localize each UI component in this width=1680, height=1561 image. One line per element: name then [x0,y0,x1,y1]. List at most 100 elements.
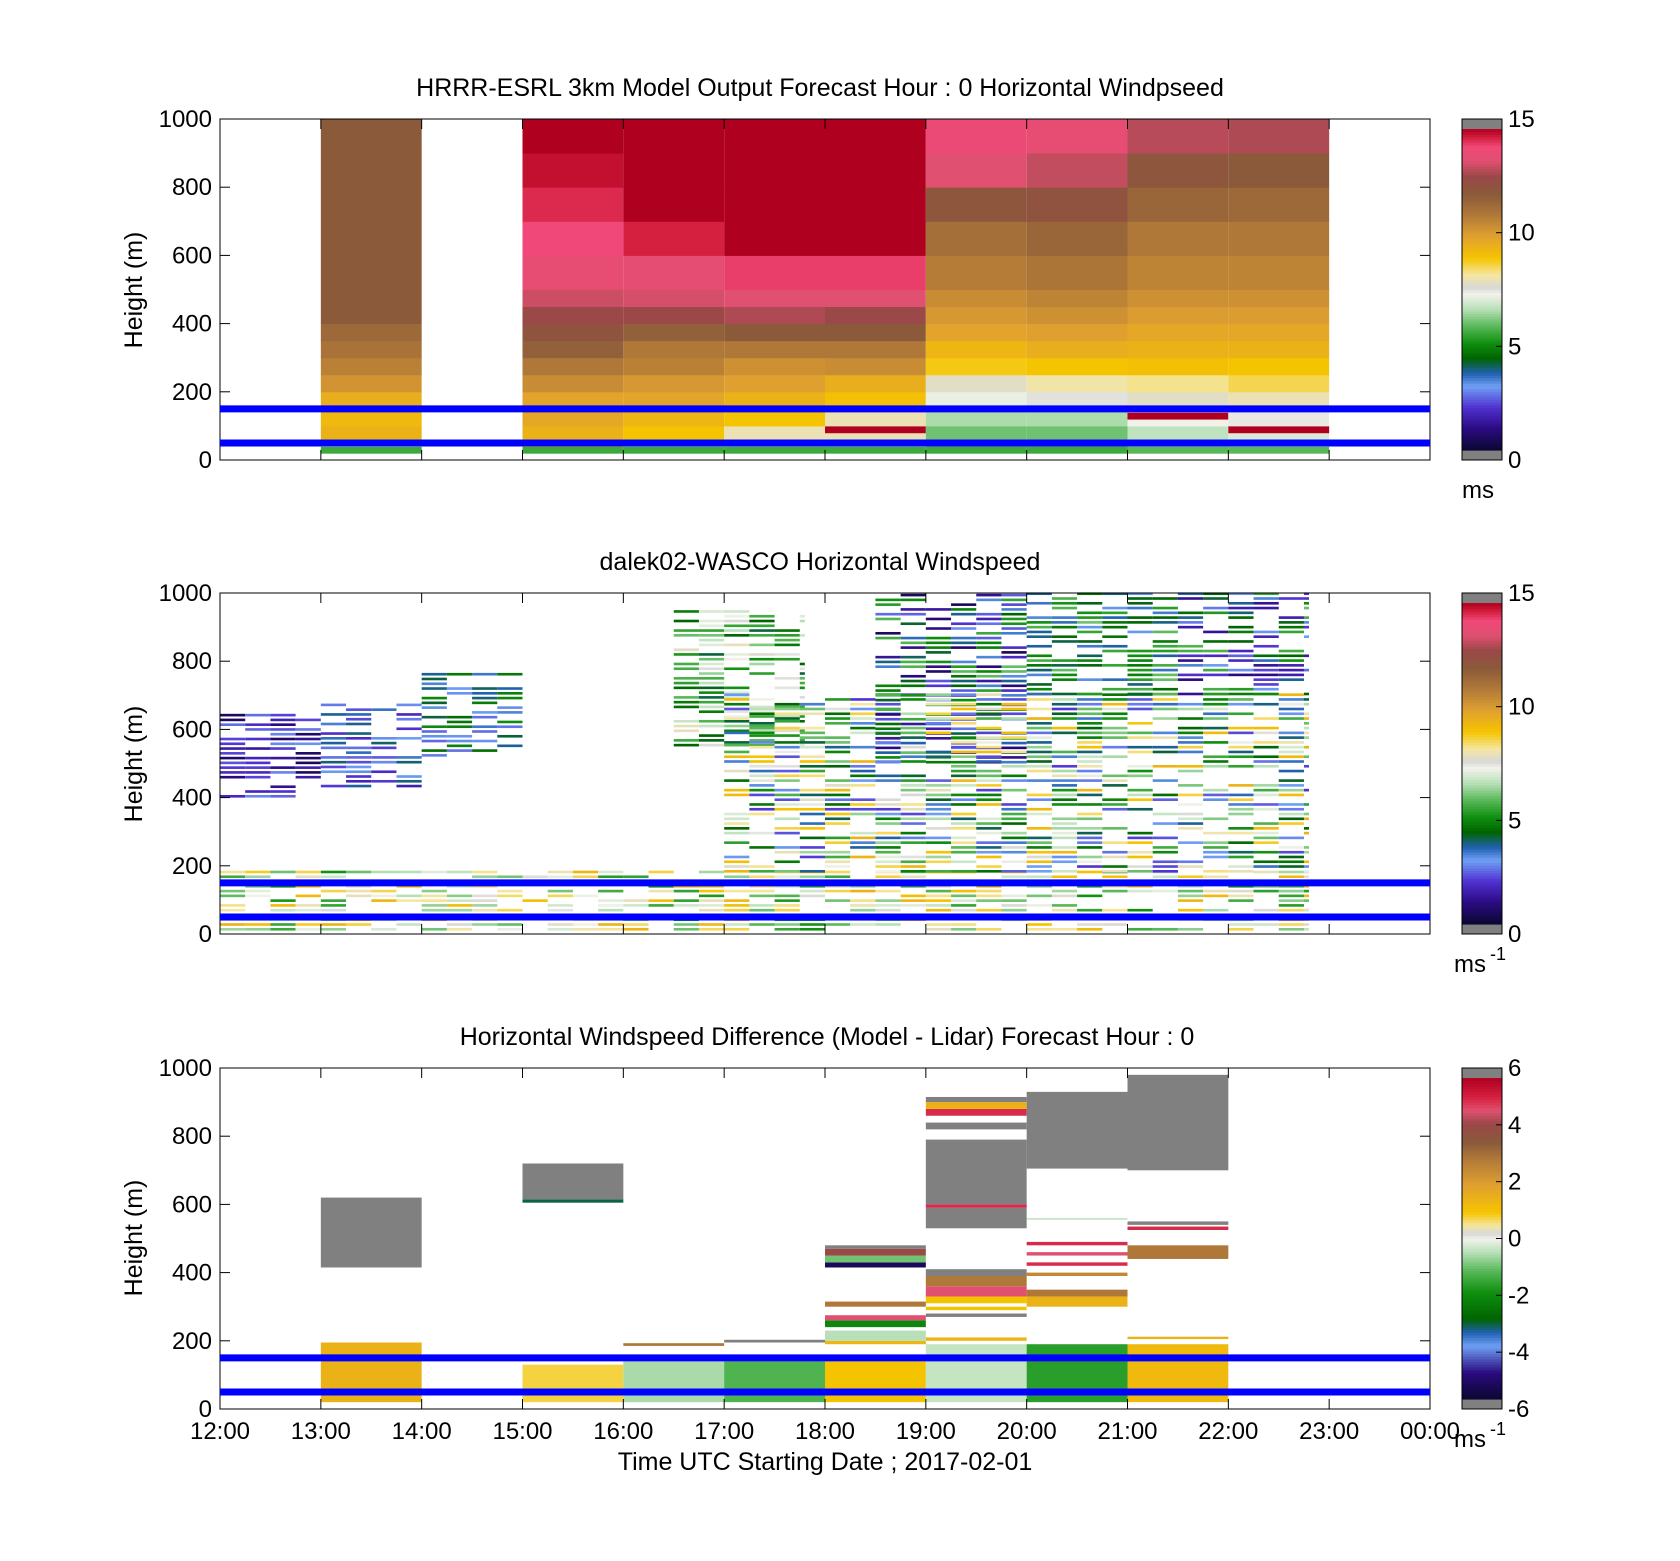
lidar-cell [673,629,699,632]
lidar-cell [749,619,775,623]
lidar-cell [951,722,977,725]
lidar-cell [1051,831,1078,835]
lidar-cell [497,908,523,912]
lidar-cell [1203,698,1229,701]
lidar-cell [1278,693,1304,696]
lidar-cell [1303,712,1309,716]
colorbar-swatch [1462,889,1502,893]
lidar-cell [976,655,1002,659]
colorbar-swatch [1462,1187,1502,1191]
lidar-cell [724,788,750,792]
lidar-cell [1127,769,1153,773]
model-cell [522,357,624,376]
colorbar-swatch [1462,1182,1502,1186]
lidar-cell [749,739,775,742]
lidar-cell [497,927,523,931]
lidar-cell [1077,817,1103,821]
model-cell [1228,357,1330,376]
lidar-cell [673,899,699,902]
lidar-cell [1228,812,1254,816]
lidar-cell [749,760,775,763]
colorbar-swatch [1462,1115,1502,1119]
lidar-cell [850,769,876,773]
lidar-cell [673,719,699,723]
lidar-cell [850,889,876,893]
lidar-cell [1001,655,1027,659]
lidar-cell [472,875,498,879]
lidar-cell [346,784,372,788]
colorbar-swatch [1462,1294,1502,1298]
lidar-cell [1303,755,1309,759]
model-cell [925,446,1027,454]
colorbar-swatch [1462,827,1502,831]
lidar-cell [1278,908,1304,912]
lidar-cell [1228,807,1254,811]
colorbar-swatch [1462,1088,1502,1092]
model-cell [825,374,926,393]
lidar-cell [900,803,926,806]
lidar-cell [421,904,447,907]
lidar-cell [1253,923,1279,926]
lidar-cell [1228,673,1254,677]
colorbar-swatch [1462,300,1502,304]
lidar-cell [1177,625,1204,629]
lidar-cell [749,724,775,728]
lidar-cell [346,779,372,783]
lidar-cell [925,636,952,640]
lidar-cell [1278,659,1304,662]
lidar-cell [799,793,825,797]
model-cell [825,323,926,342]
lidar-cell [1177,927,1204,931]
lidar-cell [951,741,977,744]
lidar-cell [976,894,1002,898]
lidar-cell [1152,640,1178,643]
colorbar-swatch [1462,169,1502,173]
lidar-cell [1077,741,1103,744]
lidar-cell [497,720,523,724]
lidar-cell [1077,745,1103,749]
lidar-cell [1228,640,1254,643]
model-cell [623,221,725,256]
lidar-cell [1177,889,1204,893]
lidar-cell [1026,769,1052,773]
difference-cell [1026,1091,1128,1169]
colorbar-swatch [1462,150,1502,154]
colorbar-tick-label: 15 [1508,106,1535,133]
lidar-cell [1051,875,1078,879]
lidar-cell [850,798,876,802]
lidar-cell [774,634,800,637]
lidar-cell [1177,899,1204,902]
lidar-cell [1278,860,1304,864]
lidar-cell [1253,601,1279,605]
lidar-cell [1303,803,1309,806]
lidar-cell [220,775,246,779]
colorbar-swatch [1462,683,1502,687]
lidar-cell [472,691,498,695]
lidar-cell [1228,601,1254,605]
lidar-cell [522,875,548,879]
lidar-cell [799,741,825,744]
lidar-cell [1051,664,1078,667]
lidar-cell [698,719,725,723]
lidar-cell [749,707,775,711]
colorbar-swatch [1462,902,1502,906]
lidar-cell [1026,621,1052,624]
lidar-cell [875,846,901,849]
lidar-cell [1077,812,1103,816]
lidar-cell [1026,855,1052,859]
colorbar-swatch [1462,436,1502,440]
lidar-cell [976,665,1002,669]
lidar-cell [875,636,901,640]
lidar-cell [1278,870,1304,874]
lidar-cell [1253,678,1279,681]
lidar-cell [850,855,876,859]
lidar-cell [749,698,775,701]
lidar-cell [825,870,851,874]
lidar-cell [698,672,725,675]
colorbar-swatch [1462,704,1502,708]
lidar-cell [951,827,977,830]
lidar-cell [799,712,825,716]
colorbar-swatch [1462,669,1502,674]
colorbar-swatch [1462,1219,1502,1224]
colorbar-swatch [1462,768,1502,773]
